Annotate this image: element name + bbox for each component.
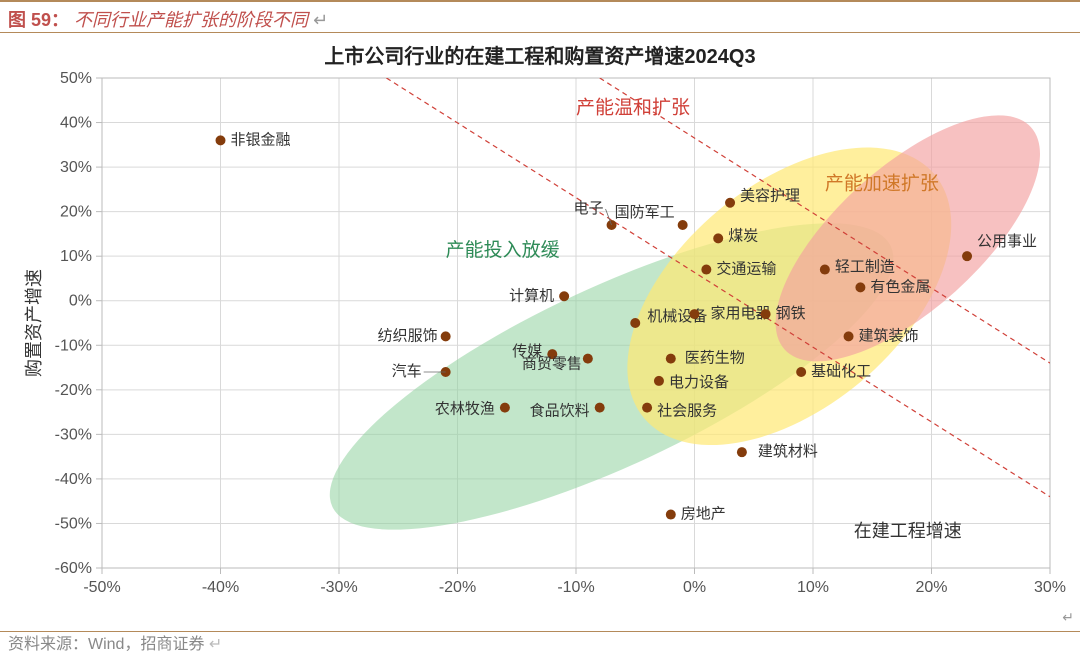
data-point — [820, 265, 830, 275]
chart-area: 上市公司行业的在建工程和购置资产增速2024Q3 -50% -40% -30% -20… — [10, 38, 1070, 626]
point-label: 建筑装饰 — [859, 327, 919, 344]
svg-text:-50%: -50% — [55, 515, 92, 532]
source-text: 资料来源：Wind，招商证券 ↵ — [8, 630, 222, 654]
return-mark: ↵ — [209, 636, 222, 653]
figure-frame: 图 59： 不同行业产能扩张的阶段不同 ↵ 上市公司行业的在建工程和购置资产增速… — [0, 0, 1080, 660]
data-point — [725, 198, 735, 208]
top-rule — [0, 0, 1080, 2]
point-label: 美容护理 — [740, 188, 800, 205]
point-label: 基础化工 — [811, 363, 871, 380]
data-point — [583, 354, 593, 364]
svg-text:0%: 0% — [683, 579, 706, 596]
svg-text:20%: 20% — [60, 204, 92, 221]
figure-number: 图 59： — [8, 10, 69, 30]
figure-caption: 图 59： 不同行业产能扩张的阶段不同 ↵ — [8, 6, 328, 32]
point-label: 有色金属 — [870, 278, 930, 295]
chart-title: 上市公司行业的在建工程和购置资产增速2024Q3 — [10, 38, 1070, 69]
data-point — [796, 367, 806, 377]
data-point — [666, 510, 676, 520]
point-label: 公用事业 — [977, 233, 1037, 250]
point-label: 国防军工 — [615, 204, 675, 221]
return-mark: ↵ — [313, 10, 328, 30]
point-label: 钢铁 — [776, 305, 806, 322]
point-label: 电子 — [574, 200, 604, 217]
svg-text:0%: 0% — [69, 293, 92, 310]
data-point — [441, 331, 451, 341]
svg-text:30%: 30% — [1034, 579, 1066, 596]
data-point — [216, 135, 226, 145]
point-label: 医药生物 — [685, 350, 745, 367]
point-label: 电力设备 — [669, 374, 729, 391]
svg-text:-30%: -30% — [320, 579, 357, 596]
x-axis-title: 在建工程增速 — [854, 521, 962, 541]
svg-text:-10%: -10% — [557, 579, 594, 596]
svg-text:-20%: -20% — [55, 382, 92, 399]
data-point — [500, 403, 510, 413]
data-point — [761, 309, 771, 319]
scatter-plot: -50% -40% -30% -20% -10% 0% 10% 20% 30% -60% -50% -… — [10, 68, 1070, 626]
svg-text:-20%: -20% — [439, 579, 476, 596]
point-label: 社会服务 — [657, 403, 717, 420]
svg-text:20%: 20% — [915, 579, 947, 596]
region-label-slow: 产能投入放缓 — [446, 239, 560, 261]
data-point — [666, 354, 676, 364]
svg-text:-30%: -30% — [55, 426, 92, 443]
figure-caption-text: 不同行业产能扩张的阶段不同 — [74, 10, 308, 30]
point-label: 交通运输 — [716, 260, 776, 278]
data-point — [630, 318, 640, 328]
region-label-accel: 产能加速扩张 — [825, 172, 939, 194]
point-label: 煤炭 — [728, 227, 758, 244]
return-mark: ↵ — [1062, 609, 1074, 626]
plot-wrap: -50% -40% -30% -20% -10% 0% 10% 20% 30% -60% -50% -… — [10, 68, 1070, 626]
region-label-mild: 产能温和扩张 — [576, 97, 690, 119]
svg-text:-10%: -10% — [55, 337, 92, 354]
data-point — [595, 403, 605, 413]
data-point — [713, 233, 723, 243]
point-label: 食品饮料 — [530, 403, 590, 420]
source-label: 资料来源：Wind，招商证券 — [8, 636, 204, 653]
point-label: 非银金融 — [231, 131, 291, 148]
svg-text:50%: 50% — [60, 70, 92, 87]
data-point — [701, 265, 711, 275]
point-label: 建筑材料 — [758, 443, 818, 460]
data-point — [962, 251, 972, 261]
data-point — [855, 282, 865, 292]
data-point — [654, 376, 664, 386]
point-label: 商贸零售 — [522, 356, 582, 373]
point-label: 农林牧渔 — [435, 401, 495, 418]
point-label: 汽车 — [392, 363, 422, 380]
point-label: 轻工制造 — [835, 259, 895, 276]
data-point — [559, 291, 569, 301]
svg-text:-40%: -40% — [202, 579, 239, 596]
data-point — [642, 403, 652, 413]
caption-rule — [0, 32, 1080, 33]
svg-text:-40%: -40% — [55, 471, 92, 488]
svg-text:10%: 10% — [60, 248, 92, 265]
data-point — [737, 447, 747, 457]
svg-text:10%: 10% — [797, 579, 829, 596]
svg-text:30%: 30% — [60, 159, 92, 176]
point-label: 房地产 — [681, 506, 726, 523]
point-label: 纺织服饰 — [378, 327, 438, 344]
data-point — [678, 220, 688, 230]
point-label: 计算机 — [509, 286, 554, 304]
svg-text:-60%: -60% — [55, 560, 92, 577]
svg-text:40%: 40% — [60, 115, 92, 132]
y-axis-title: 购置资产增速 — [24, 269, 44, 377]
svg-text:-50%: -50% — [83, 579, 120, 596]
data-point — [844, 331, 854, 341]
data-point — [690, 309, 700, 319]
